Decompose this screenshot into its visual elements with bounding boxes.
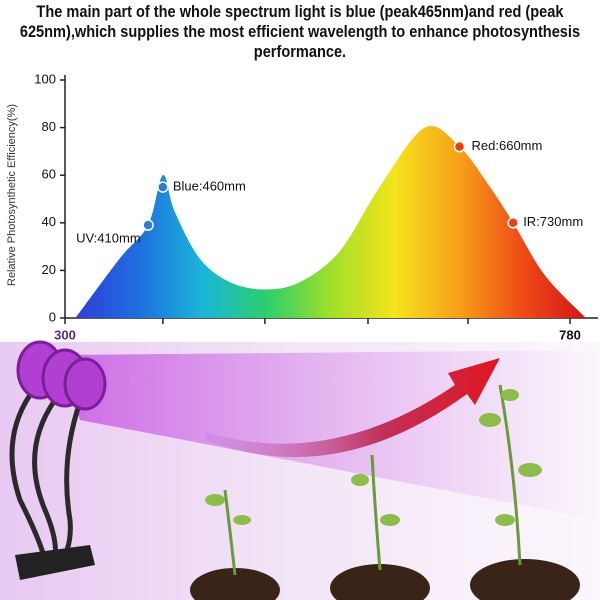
annotation-marker: [453, 140, 466, 153]
y-tick-label: 100: [34, 71, 56, 86]
spectrum-area: [75, 125, 586, 318]
y-tick-label: 40: [42, 214, 56, 229]
annotation-marker: [157, 181, 169, 193]
y-tick-label: 20: [42, 262, 56, 277]
annotation-label: Blue:460mm: [173, 179, 246, 194]
y-tick-label: 0: [49, 309, 56, 324]
y-axis-label: Relative Photosynthetic Efficiency(%): [6, 104, 18, 286]
annotation-label: UV:410mm: [76, 231, 141, 246]
annotation-label: IR:730mm: [523, 214, 583, 229]
y-tick-label: 80: [42, 119, 56, 134]
x-tick-label: 300: [54, 327, 76, 342]
y-tick-label: 60: [42, 167, 56, 182]
chart-title: The main part of the whole spectrum ligh…: [19, 2, 581, 61]
annotation-marker: [142, 219, 154, 231]
x-tick-label: 780: [559, 327, 581, 342]
annotation-label: Red:660mm: [472, 138, 543, 153]
photo: [0, 340, 600, 600]
annotation-marker: [507, 217, 519, 229]
